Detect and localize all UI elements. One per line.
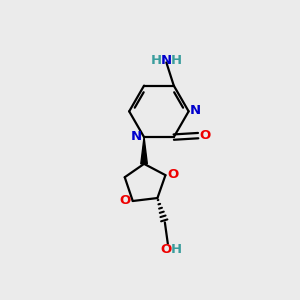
Text: N: N — [161, 54, 172, 67]
Polygon shape — [141, 137, 147, 164]
Text: O: O — [200, 129, 211, 142]
Text: O: O — [161, 243, 172, 256]
Text: N: N — [131, 130, 142, 143]
Text: H: H — [171, 243, 182, 256]
Text: H: H — [171, 54, 182, 67]
Text: H: H — [150, 54, 161, 67]
Text: N: N — [190, 104, 201, 117]
Text: O: O — [167, 168, 178, 181]
Text: O: O — [120, 194, 131, 207]
